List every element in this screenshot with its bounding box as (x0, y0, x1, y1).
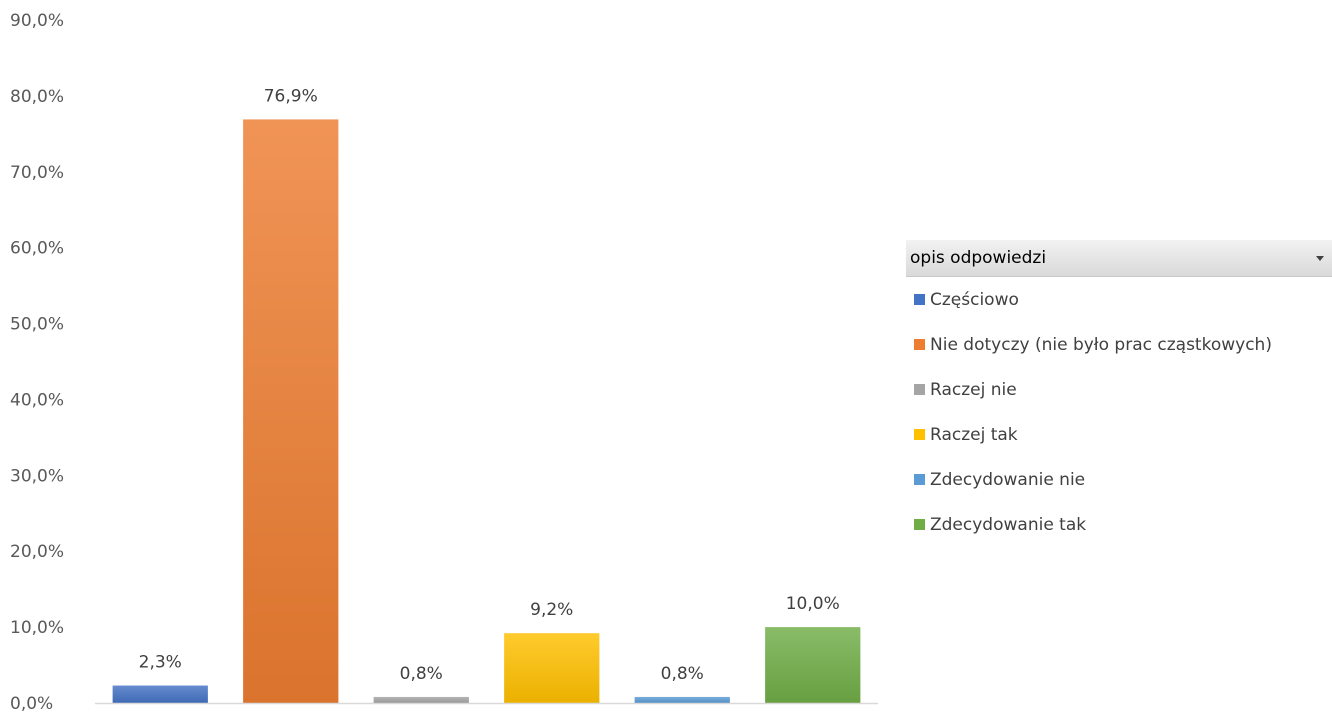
data-label: 2,3% (139, 653, 182, 673)
legend-label: Raczej nie (930, 379, 1017, 400)
legend-item: Raczej nie (906, 367, 1332, 412)
legend-swatch (914, 519, 925, 530)
legend-title: opis odpowiedzi (910, 248, 1047, 268)
bar-3 (504, 633, 600, 703)
legend-item: Zdecydowanie tak (906, 502, 1332, 547)
y-tick-label: 30,0% (10, 466, 64, 486)
y-tick-label: 0,0% (10, 694, 53, 714)
dropdown-arrow-icon[interactable] (1316, 256, 1324, 261)
y-tick-label: 60,0% (10, 239, 64, 259)
legend-item: Częściowo (906, 277, 1332, 322)
legend-label: Zdecydowanie tak (930, 514, 1087, 535)
legend-swatch (914, 339, 925, 350)
legend-label: Raczej tak (930, 424, 1018, 445)
y-tick-label: 70,0% (10, 163, 64, 183)
data-label: 0,8% (400, 664, 443, 684)
y-tick-label: 50,0% (10, 315, 64, 335)
data-labels: 2,3% 76,9% 0,8% 9,2% 0,8% 10,0% (139, 86, 840, 684)
legend-item: Raczej tak (906, 412, 1332, 457)
legend-label: Częściowo (930, 289, 1019, 310)
data-label: 9,2% (530, 600, 573, 620)
legend-label: Nie dotyczy (nie było prac cząstkowych) (930, 334, 1272, 355)
bar-4 (634, 696, 730, 703)
legend-swatch (914, 429, 925, 440)
y-tick-label: 80,0% (10, 87, 64, 107)
bar-2 (373, 696, 469, 703)
y-axis: 0,0% 10,0% 20,0% 30,0% 40,0% 50,0% 60,0% 70,0% 8… (10, 11, 64, 714)
legend-item: Zdecydowanie nie (906, 457, 1332, 502)
bar-5 (765, 627, 861, 703)
bar-chart: 0,0% 10,0% 20,0% 30,0% 40,0% 50,0% 60,0% 70,0% 8… (10, 11, 878, 714)
bar-0 (112, 685, 208, 703)
legend-swatch (914, 384, 925, 395)
bar-1 (243, 119, 339, 704)
y-tick-label: 40,0% (10, 390, 64, 410)
legend-swatch (914, 294, 925, 305)
legend: opis odpowiedzi Częściowo Nie dotyczy (ni… (906, 240, 1332, 547)
legend-swatch (914, 474, 925, 485)
y-tick-label: 90,0% (10, 11, 64, 31)
legend-filter-header[interactable]: opis odpowiedzi (906, 240, 1332, 277)
legend-item: Nie dotyczy (nie było prac cząstkowych) (906, 322, 1332, 367)
legend-label: Zdecydowanie nie (930, 469, 1086, 490)
bars (112, 119, 861, 704)
data-label: 0,8% (661, 664, 704, 684)
y-tick-label: 20,0% (10, 542, 64, 562)
legend-items: Częściowo Nie dotyczy (nie było prac cząs… (906, 277, 1332, 547)
data-label: 10,0% (786, 594, 840, 614)
data-label: 76,9% (264, 86, 318, 106)
y-tick-label: 10,0% (10, 618, 64, 638)
